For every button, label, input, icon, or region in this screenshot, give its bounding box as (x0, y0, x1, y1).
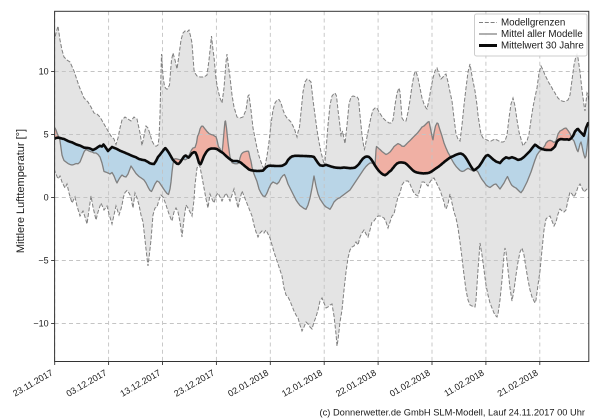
svg-text:10: 10 (39, 67, 49, 77)
svg-text:−10: −10 (33, 319, 48, 329)
svg-text:(c) Donnerwetter.de GmbH SLM-M: (c) Donnerwetter.de GmbH SLM-Modell, Lau… (320, 408, 585, 418)
svg-text:−5: −5 (38, 256, 48, 266)
svg-text:Mittelwert 30 Jahre: Mittelwert 30 Jahre (501, 41, 584, 52)
svg-text:Mittlere Lufttemperatur [°]: Mittlere Lufttemperatur [°] (15, 129, 27, 253)
svg-text:5: 5 (44, 130, 49, 140)
svg-text:Modellgrenzen: Modellgrenzen (501, 18, 565, 29)
svg-text:0: 0 (44, 193, 49, 203)
svg-text:Mittel aller Modelle: Mittel aller Modelle (501, 29, 583, 40)
